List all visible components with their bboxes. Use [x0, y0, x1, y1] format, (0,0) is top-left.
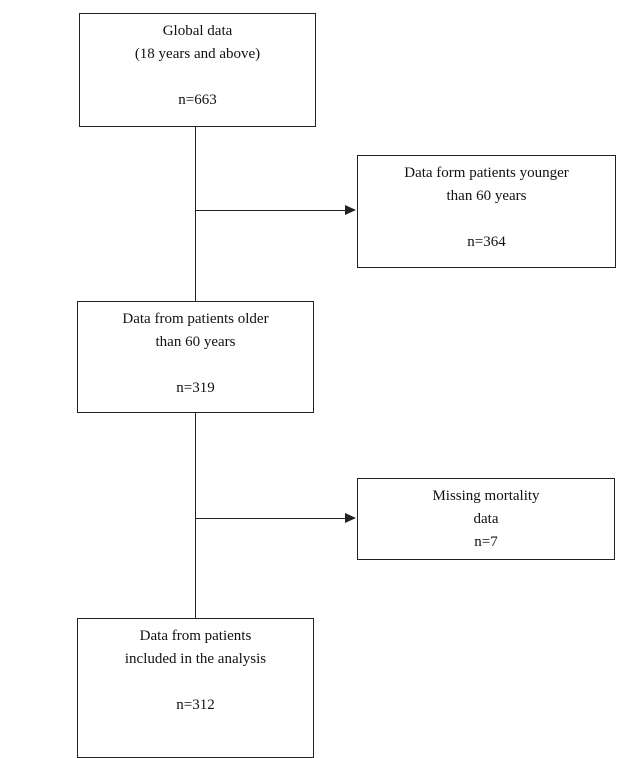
arrow-line-to-missing — [196, 518, 346, 519]
missing-mortality-line2: data — [473, 511, 499, 527]
global-data-title: Global data — [162, 23, 233, 39]
connector-global-to-older — [195, 126, 196, 302]
box-global-data: Global data (18 years and above) n=663 — [79, 13, 316, 127]
arrowhead-to-missing — [345, 513, 356, 523]
box-younger-patients: Data form patients younger than 60 years… — [357, 155, 616, 268]
younger-patients-line2: than 60 years — [446, 188, 527, 204]
younger-patients-count: n=364 — [467, 234, 506, 250]
global-data-subtitle: (18 years and above) — [134, 46, 261, 62]
connector-older-to-included — [195, 412, 196, 619]
younger-patients-line1: Data form patients younger — [404, 165, 569, 181]
global-data-count: n=663 — [178, 92, 217, 108]
older-patients-line1: Data from patients older — [122, 311, 269, 327]
arrow-line-to-younger — [196, 210, 346, 211]
included-patients-count: n=312 — [176, 697, 215, 713]
box-older-patients: Data from patients older than 60 years n… — [77, 301, 314, 413]
older-patients-line2: than 60 years — [155, 334, 236, 350]
box-missing-mortality: Missing mortality data n=7 — [357, 478, 615, 560]
box-included-patients: Data from patients included in the analy… — [77, 618, 314, 758]
missing-mortality-line1: Missing mortality — [432, 488, 540, 504]
older-patients-count: n=319 — [176, 380, 215, 396]
arrowhead-to-younger — [345, 205, 356, 215]
missing-mortality-count: n=7 — [474, 534, 498, 550]
included-patients-line2: included in the analysis — [124, 651, 267, 667]
included-patients-line1: Data from patients — [139, 628, 252, 644]
